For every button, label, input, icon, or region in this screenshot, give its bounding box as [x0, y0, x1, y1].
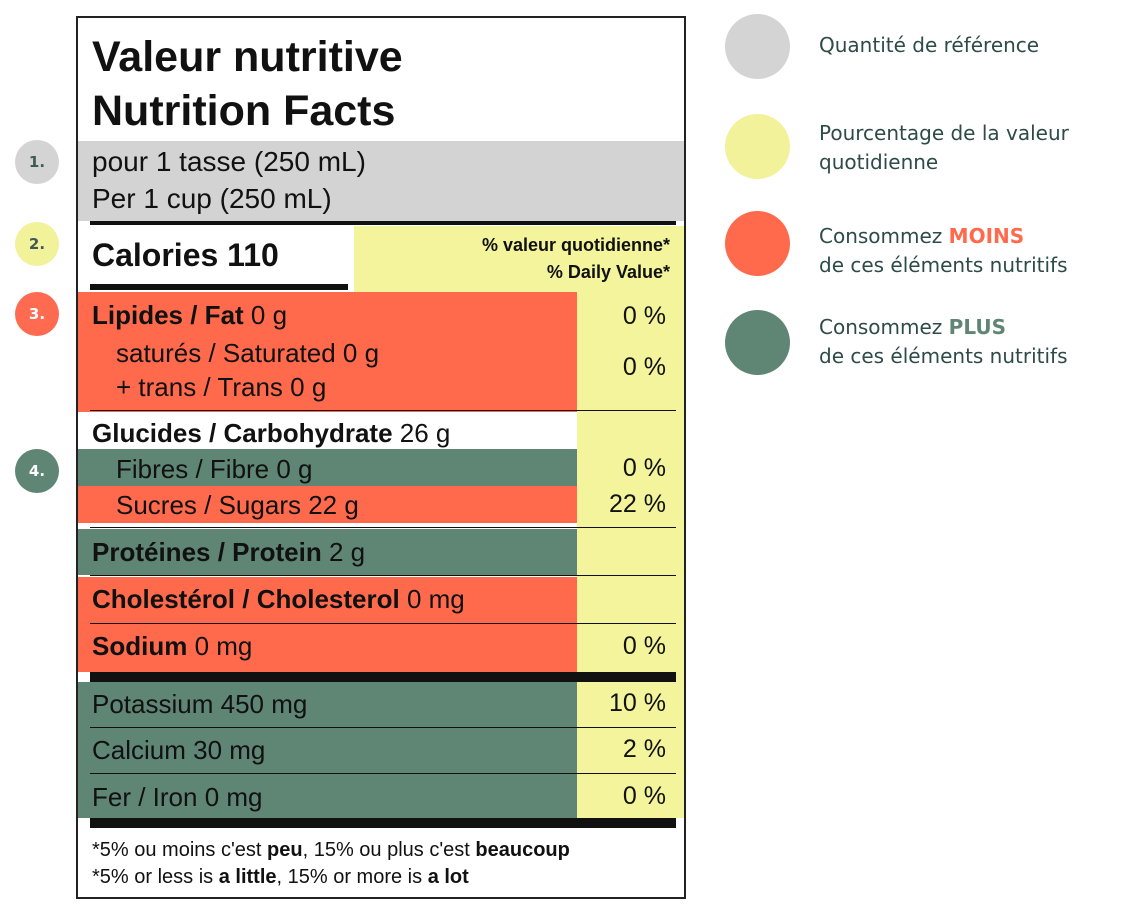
iron-pct: 0 %	[622, 782, 666, 810]
fat-name: Lipides / Fat	[92, 300, 244, 330]
footnote-fr: *5% ou moins c'est peu, 15% ou plus c'es…	[92, 839, 570, 861]
cholesterol-row: Cholestérol / Cholesterol 0 mg	[92, 586, 465, 612]
sugars-row: Sucres / Sugars 22 g	[116, 490, 359, 520]
legend-grey-dot	[725, 14, 790, 79]
carb-row: Glucides / Carbohydrate 26 g	[92, 420, 450, 446]
fibre-pct: 0 %	[622, 454, 666, 482]
potassium-pct: 10 %	[609, 689, 666, 717]
legend-green-dot	[725, 310, 790, 375]
legend-yellow-dot	[725, 114, 790, 179]
sugars-band	[78, 486, 577, 523]
sodium-row: Sodium 0 mg	[92, 633, 252, 659]
fat-band	[78, 292, 577, 412]
footnote-en: *5% or less is a little, 15% or more is …	[92, 866, 469, 888]
protein-band	[78, 529, 577, 575]
dv-header-fr: % valeur quotidienne*	[481, 235, 670, 255]
serving-en: Per 1 cup (250 mL)	[92, 183, 332, 214]
calcium-pct: 2 %	[622, 735, 666, 763]
calories: Calories 110	[92, 237, 279, 273]
calcium-row: Calcium 30 mg	[92, 735, 266, 765]
dv-header-band	[354, 226, 684, 292]
cholesterol-name: Cholestérol / Cholesterol	[92, 584, 400, 614]
dv-header-en: % Daily Value*	[546, 262, 670, 282]
carb-amount: 26 g	[399, 418, 451, 448]
title-fr: Valeur nutritive	[92, 33, 403, 81]
minerals-band	[78, 682, 577, 818]
legend-consume-more: Consommez PLUS de ces éléments nutritifs	[819, 315, 1068, 368]
legend-reference: Quantité de référence	[819, 33, 1040, 57]
nutrition-facts-label: Valeur nutritive Nutrition Facts pour 1 …	[76, 16, 686, 899]
sat-trans-pct: 0 %	[622, 353, 666, 381]
legend-daily-value: Pourcentage de la valeur quotidienne	[819, 121, 1069, 174]
fat-row: Lipides / Fat 0 g	[92, 302, 287, 328]
carb-name: Glucides / Carbohydrate	[92, 418, 393, 448]
legend-consume-less: Consommez MOINS de ces éléments nutritif…	[819, 224, 1068, 277]
protein-row: Protéines / Protein 2 g	[92, 539, 365, 565]
fibre-row: Fibres / Fibre 0 g	[116, 454, 313, 484]
title-en: Nutrition Facts	[92, 87, 396, 135]
sodium-pct: 0 %	[622, 632, 666, 660]
saturated-row: saturés / Saturated 0 g	[116, 338, 380, 368]
trans-row: + trans / Trans 0 g	[116, 372, 327, 402]
marker-1: 1.	[15, 140, 59, 184]
iron-row: Fer / Iron 0 mg	[92, 782, 263, 812]
fat-amount: 0 g	[250, 300, 288, 330]
serving-fr: pour 1 tasse (250 mL)	[92, 146, 366, 177]
protein-name: Protéines / Protein	[92, 537, 322, 567]
marker-4: 4.	[15, 449, 59, 493]
cholesterol-sodium-band	[78, 577, 577, 672]
dv-column-band	[577, 292, 684, 818]
potassium-row: Potassium 450 mg	[92, 689, 308, 719]
sodium-name: Sodium	[92, 631, 188, 661]
serving-band	[78, 141, 684, 221]
sugars-pct: 22 %	[609, 490, 666, 518]
protein-amount: 2 g	[328, 537, 366, 567]
fibre-band	[78, 449, 577, 486]
marker-2: 2.	[15, 222, 59, 266]
legend-red-dot	[725, 211, 790, 276]
marker-3: 3.	[15, 292, 59, 336]
fat-pct: 0 %	[622, 302, 666, 330]
cholesterol-amount: 0 mg	[406, 584, 465, 614]
sodium-amount: 0 mg	[194, 631, 253, 661]
